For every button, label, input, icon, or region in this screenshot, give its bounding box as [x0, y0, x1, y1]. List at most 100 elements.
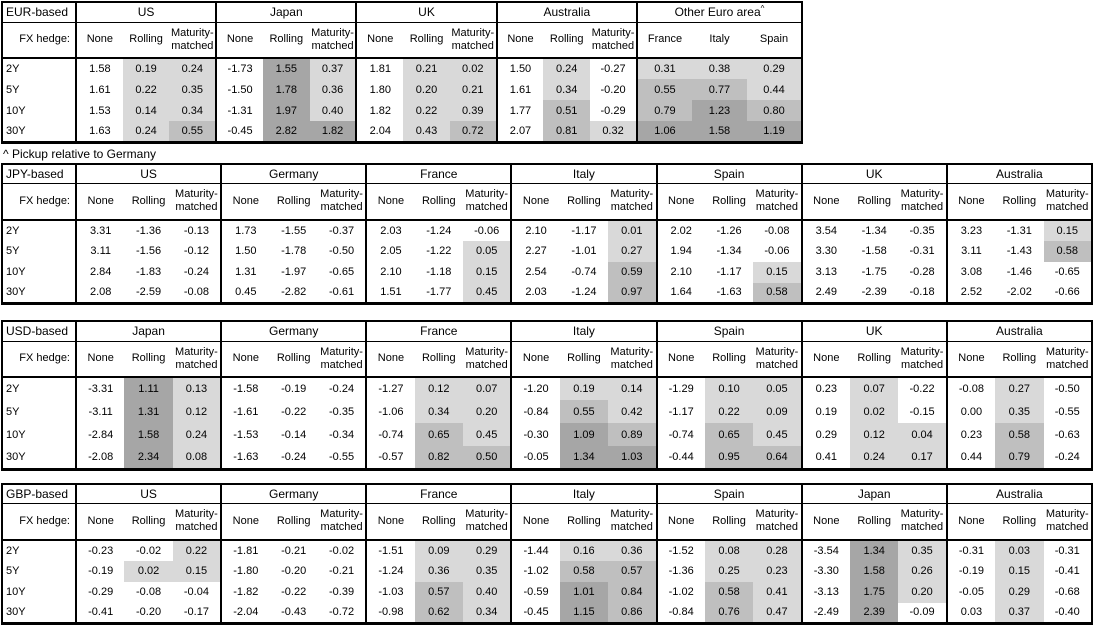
- value-cell: 0.23: [800, 377, 850, 400]
- column-header: Rolling: [269, 503, 318, 541]
- subheader-row: FX hedge: None Rolling Maturity-matched None…: [2, 183, 1092, 221]
- value-cell: 1.06: [635, 121, 692, 142]
- value-cell: -1.44: [510, 539, 560, 561]
- column-header: None: [510, 503, 560, 541]
- table-row: 5Y 1.61 0.22 0.35 -1.50 1.78 0.36 1.80 0.20 0.21 1…: [2, 79, 802, 100]
- value-cell: -0.72: [329, 606, 355, 619]
- value-cell: 0.24: [850, 446, 899, 469]
- row-label: 2Y: [6, 383, 20, 395]
- value-cell: 0.28: [753, 539, 802, 561]
- value-cell: -3.31: [74, 377, 125, 400]
- table-row: 30Y 2.08 -2.59 -0.08 0.45 -2.82 -0.61 1.51 -1.77…: [2, 282, 1092, 304]
- value-cell: 0.27: [995, 377, 1044, 400]
- group-name: Australia: [996, 486, 1043, 501]
- value-cell: -0.08: [136, 586, 162, 598]
- value-cell: 1.03: [608, 446, 657, 469]
- group-header-uk: UK: [800, 321, 947, 342]
- column-header: Maturity-matched: [172, 183, 222, 221]
- value-cell: -0.29: [600, 104, 626, 117]
- row-label: 2Y: [6, 224, 20, 237]
- value-cell: 2.02: [655, 219, 705, 241]
- jpy-based-table-slot: JPY-based US Germany France Italy Spain UK Aust…: [1, 162, 1094, 305]
- column-header: None: [220, 183, 270, 221]
- value-cell: -1.26: [716, 224, 742, 237]
- value-cell: -1.02: [655, 581, 705, 603]
- value-cell: 0.35: [169, 79, 217, 100]
- value-cell: 0.45: [753, 423, 802, 446]
- row-label: 5Y: [6, 245, 20, 257]
- value-cell: 0.29: [463, 539, 512, 561]
- value-cell: -0.20: [281, 565, 307, 577]
- value-cell: 0.47: [753, 602, 802, 624]
- value-cell: 0.07: [463, 377, 512, 400]
- value-cell: 0.02: [124, 560, 173, 582]
- value-cell: 0.16: [559, 539, 609, 561]
- value-cell: -0.41: [74, 602, 125, 624]
- value-cell: 0.59: [608, 261, 657, 283]
- value-cell: -3.13: [800, 581, 850, 603]
- value-cell: -1.43: [1006, 245, 1032, 257]
- column-header: Maturity-matched: [608, 503, 657, 541]
- value-cell: -1.58: [220, 377, 270, 400]
- value-cell: 0.02: [850, 400, 899, 423]
- value-cell: -0.66: [1054, 286, 1080, 299]
- value-cell: -2.49: [800, 602, 850, 624]
- value-cell: -0.57: [365, 446, 415, 469]
- value-cell: -0.45: [510, 602, 560, 624]
- value-cell: 0.34: [414, 400, 463, 423]
- value-cell: -0.24: [329, 383, 355, 395]
- value-cell: -2.59: [136, 286, 162, 299]
- value-cell: -1.50: [215, 79, 263, 100]
- value-cell: 0.95: [704, 446, 754, 469]
- value-cell: -0.15: [909, 405, 935, 418]
- group-header-japan: Japan: [215, 2, 357, 23]
- table-row: 30Y -0.41 -0.20 -0.17 -2.04 -0.43 -0.72 -0.98 0.…: [2, 602, 1092, 624]
- table-base-label: EUR-based: [2, 2, 76, 23]
- value-cell: -0.34: [329, 428, 355, 441]
- value-cell: 3.11: [74, 240, 125, 262]
- value-cell: -0.98: [365, 602, 415, 624]
- value-cell: -3.54: [800, 539, 850, 561]
- column-header: Rolling: [124, 183, 173, 221]
- value-cell: 3.30: [800, 240, 850, 262]
- value-cell: -0.17: [183, 606, 209, 619]
- row-label: 30Y: [6, 606, 26, 619]
- column-header: Maturity-matched: [449, 22, 497, 59]
- value-cell: -1.06: [365, 400, 415, 423]
- value-cell: 1.01: [559, 581, 609, 603]
- column-header: Maturity-matched: [753, 341, 802, 378]
- group-header-germany: Germany: [220, 321, 367, 342]
- value-cell: -0.24: [1054, 450, 1080, 463]
- fx-hedge-label: FX hedge:: [2, 22, 76, 59]
- column-header: Maturity-matched: [317, 341, 367, 378]
- value-cell: -3.11: [74, 400, 125, 423]
- value-cell: -0.22: [281, 405, 307, 418]
- value-cell: 1.80: [355, 79, 404, 100]
- value-cell: -2.02: [1006, 286, 1032, 299]
- group-header-uk: UK: [355, 2, 497, 23]
- row-label: 10Y: [6, 586, 26, 598]
- value-cell: -0.20: [136, 606, 162, 619]
- column-header: Rolling: [995, 183, 1044, 221]
- row-label: 10Y: [6, 104, 26, 117]
- value-cell: -0.08: [183, 286, 209, 299]
- column-header: None: [74, 183, 125, 221]
- table-row: 30Y 1.63 0.24 0.55 -0.45 2.82 1.82 2.04 0.43 0.72…: [2, 121, 802, 142]
- value-cell: 1.50: [220, 240, 270, 262]
- value-cell: -0.06: [764, 245, 790, 257]
- value-cell: 0.45: [463, 282, 512, 304]
- value-cell: -1.27: [365, 377, 415, 400]
- value-cell: -1.34: [716, 245, 742, 257]
- value-cell: 0.29: [800, 423, 850, 446]
- value-cell: -0.24: [183, 266, 209, 278]
- value-cell: 0.15: [172, 560, 222, 582]
- table-base-label: JPY-based: [2, 163, 76, 184]
- group-name: UK: [865, 166, 883, 181]
- value-cell: -1.36: [136, 224, 162, 237]
- group-name: Spain: [713, 324, 745, 339]
- column-header: Rolling: [262, 22, 310, 59]
- value-cell: -0.41: [1054, 565, 1080, 577]
- column-header: None: [220, 503, 270, 541]
- column-header: Maturity-matched: [898, 503, 947, 541]
- value-cell: -1.31: [1006, 224, 1032, 237]
